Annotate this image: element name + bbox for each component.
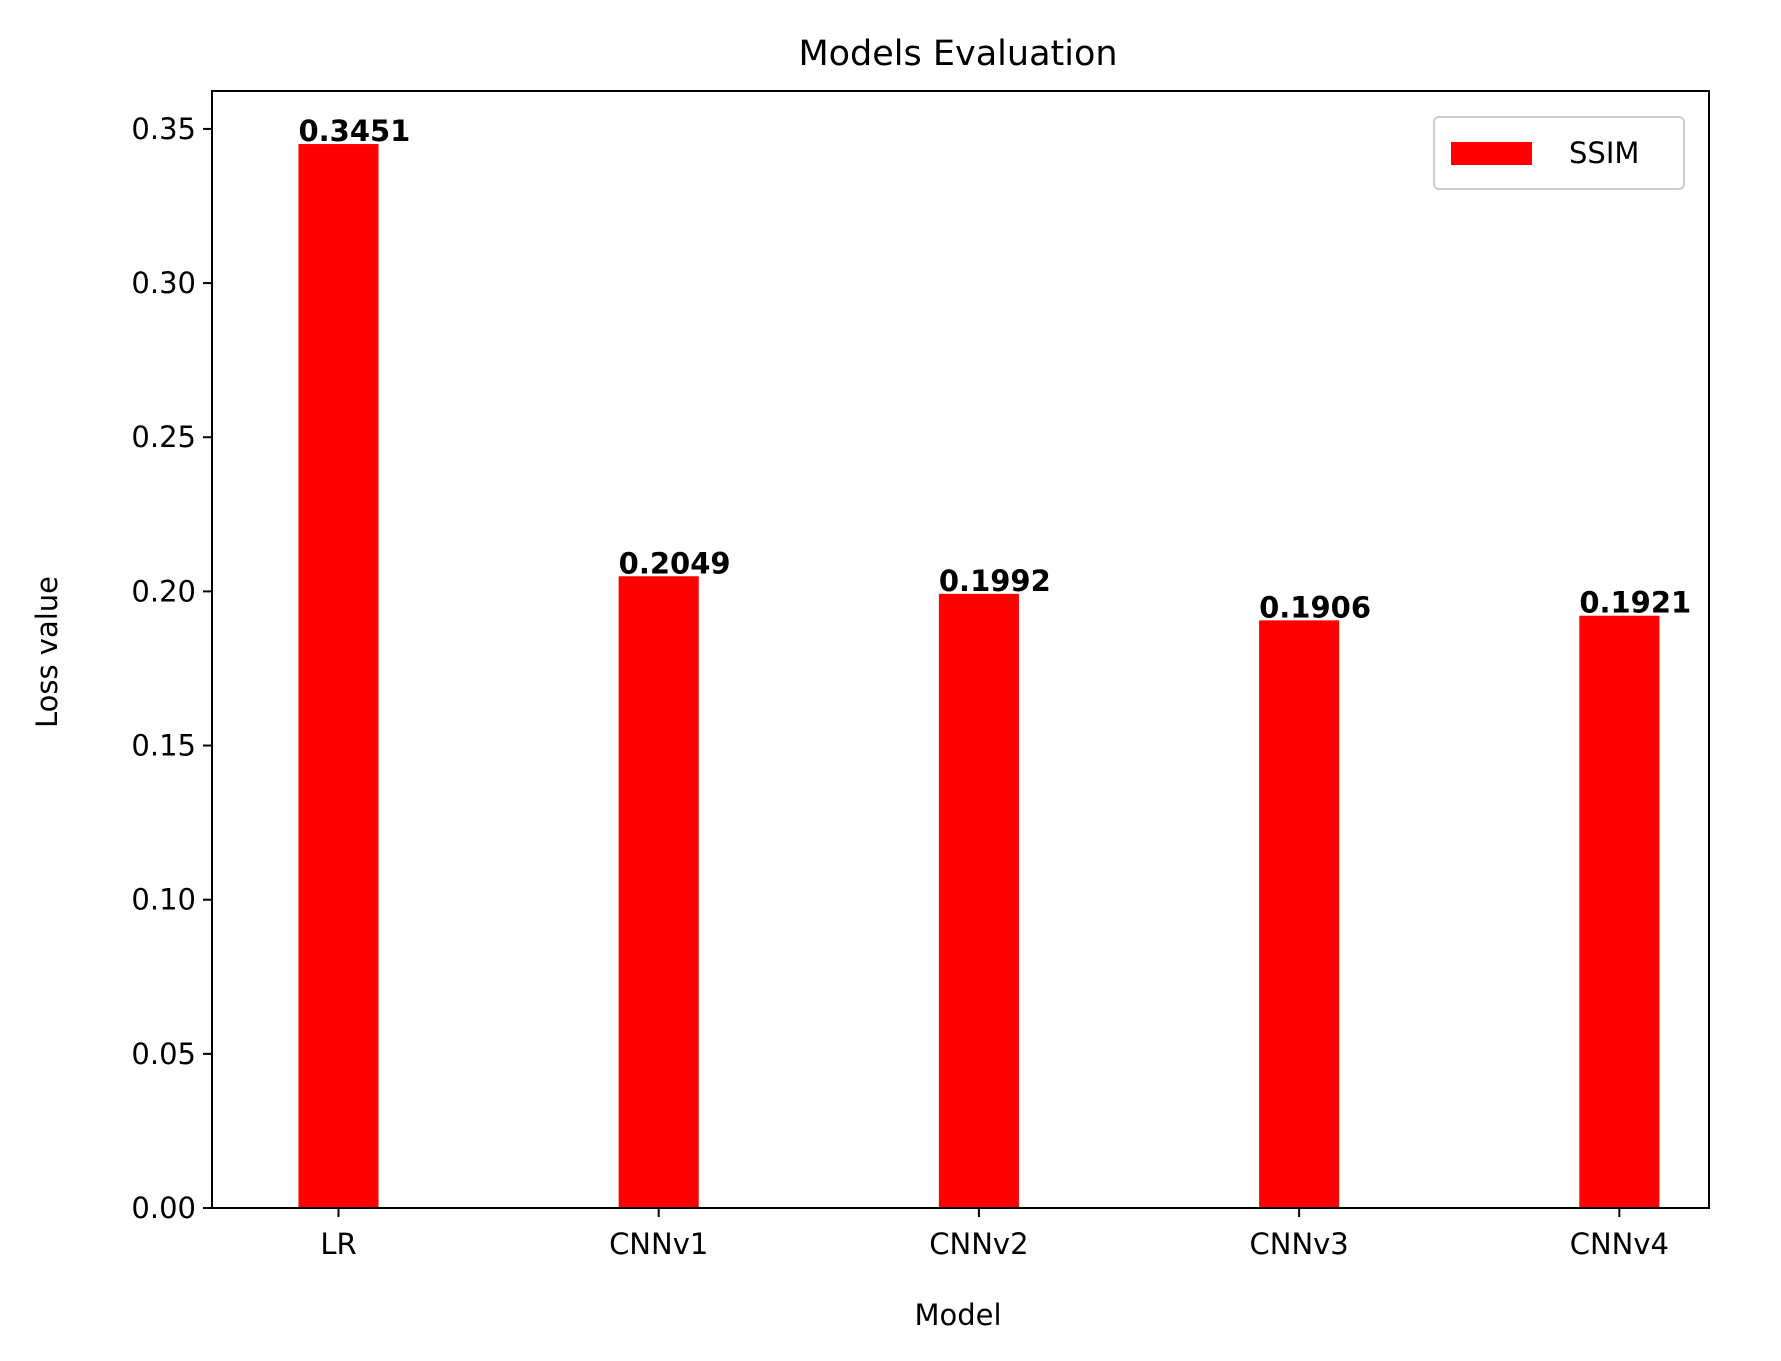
value-label-cnnv4: 0.1921 [1579,586,1691,620]
y-tick-label: 0.00 [131,1191,196,1225]
value-label-cnnv2: 0.1992 [939,564,1051,598]
legend-label: SSIM [1569,136,1639,170]
x-tick-label-lr: LR [320,1227,356,1261]
x-tick-label-cnnv3: CNNv3 [1250,1227,1349,1261]
y-tick-label: 0.15 [131,729,196,763]
bar-cnnv1 [619,576,699,1208]
y-tick-label: 0.05 [131,1037,196,1071]
x-tick-label-cnnv1: CNNv1 [609,1227,708,1261]
bar-cnnv2 [939,594,1019,1208]
value-label-cnnv1: 0.2049 [619,546,731,580]
bar-cnnv4 [1579,616,1659,1208]
y-tick-label: 0.10 [131,883,196,917]
value-label-lr: 0.3451 [298,114,410,148]
x-axis-label: Model [914,1298,1001,1332]
legend: SSIM [1434,117,1684,189]
x-tick-label-cnnv4: CNNv4 [1570,1227,1669,1261]
y-tick-label: 0.25 [131,420,196,454]
value-label-cnnv3: 0.1906 [1259,590,1371,624]
x-tick-label-cnnv2: CNNv2 [929,1227,1028,1261]
y-tick-label: 0.30 [131,266,196,300]
bar-cnnv3 [1259,620,1339,1208]
y-tick-label: 0.35 [131,112,196,146]
chart-title: Models Evaluation [798,34,1117,74]
legend-swatch [1451,142,1532,165]
bar-lr [298,144,378,1208]
y-axis-label: Loss value [30,576,64,728]
y-tick-label: 0.20 [131,574,196,608]
